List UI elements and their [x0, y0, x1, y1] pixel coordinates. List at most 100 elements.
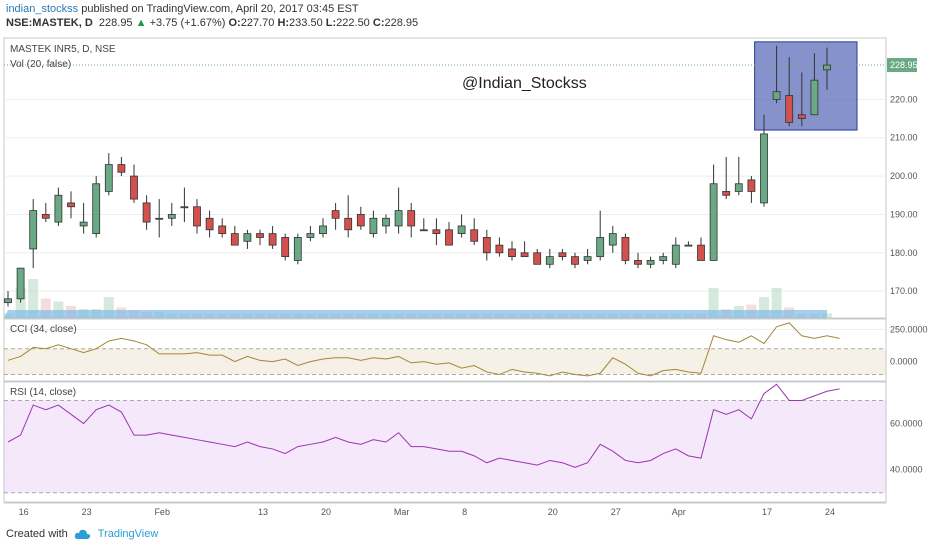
- candle: [256, 229, 264, 246]
- candle: [167, 202, 176, 226]
- candle-body: [419, 229, 428, 232]
- cci-line: [7, 322, 840, 377]
- time-tick-label: 23: [82, 507, 92, 517]
- price-tick-label: 190.00: [890, 209, 918, 219]
- candle: [482, 229, 491, 261]
- time-tick-label: 20: [548, 507, 558, 517]
- candle-body: [671, 244, 680, 265]
- candle: [810, 53, 819, 116]
- candle: [747, 176, 756, 203]
- price-pane[interactable]: 220.00 210.00 200.00 190.00 180.00 170.00 228.…: [3, 37, 918, 319]
- volume-bar: [28, 279, 39, 318]
- volume-bar: [771, 288, 782, 318]
- candle: [697, 237, 705, 261]
- high-label: H:: [277, 17, 290, 29]
- tradingview-brand[interactable]: TradingView: [97, 528, 159, 540]
- candle: [331, 202, 340, 230]
- candle-body: [482, 237, 491, 254]
- candle: [583, 248, 592, 265]
- low-label: L:: [325, 17, 337, 29]
- candle-body: [810, 79, 819, 116]
- candle-body: [785, 95, 794, 123]
- candle-body: [508, 248, 516, 258]
- high-value: 233.50: [289, 17, 323, 29]
- candle-body: [155, 217, 164, 220]
- candle: [545, 248, 554, 269]
- footer: Created with TradingView: [6, 528, 158, 540]
- time-tick-label: 27: [611, 507, 621, 517]
- candle: [382, 214, 390, 234]
- volume-bar: [708, 288, 719, 318]
- candle: [180, 187, 189, 223]
- volume-bar: [759, 297, 769, 318]
- candle-body: [16, 267, 25, 300]
- candle-body: [722, 191, 731, 196]
- candle-body: [104, 164, 113, 192]
- candle: [608, 225, 617, 253]
- candle: [558, 248, 567, 261]
- time-tick-label: 24: [825, 507, 835, 517]
- time-tick-label: 16: [19, 507, 29, 517]
- candle-body: [823, 64, 831, 71]
- rsi-band: [4, 400, 886, 493]
- candle-body: [533, 252, 542, 265]
- candle: [230, 225, 239, 246]
- candle: [67, 191, 75, 219]
- candle-body: [230, 233, 239, 246]
- candle: [445, 222, 453, 246]
- cci-frame: [3, 318, 887, 382]
- candle: [130, 164, 138, 203]
- candle: [684, 241, 693, 247]
- candle: [823, 47, 831, 90]
- candle: [659, 252, 668, 265]
- symbol-label: NSE:MASTEK, D: [6, 17, 93, 29]
- volume-bar: [103, 297, 114, 318]
- candle: [104, 153, 113, 196]
- candle: [319, 218, 327, 238]
- candle-body: [218, 225, 227, 235]
- author-link[interactable]: indian_stockss: [6, 3, 79, 15]
- cci-title: CCI (34, close): [10, 324, 77, 335]
- candle: [29, 199, 38, 269]
- candle: [419, 218, 428, 232]
- candle-body: [797, 114, 806, 119]
- candle-body: [697, 244, 705, 261]
- candle: [41, 202, 50, 223]
- candle-body: [281, 237, 290, 258]
- time-tick-label: Mar: [394, 507, 410, 517]
- candle-body: [432, 229, 441, 235]
- price-change: +3.75 (+1.67%): [149, 17, 226, 29]
- cci-pane[interactable]: 250.0000 0.0000 CCI (34, close): [3, 318, 928, 382]
- candle: [722, 156, 731, 200]
- candle: [495, 237, 504, 257]
- candle-body: [407, 210, 416, 227]
- candle: [457, 214, 466, 238]
- candle-body: [306, 233, 315, 238]
- rsi-tick-label: 40.0000: [890, 465, 923, 475]
- candle: [16, 267, 25, 303]
- candle: [533, 248, 542, 265]
- candle-body: [54, 194, 63, 223]
- candle: [369, 210, 378, 238]
- candle-body: [41, 214, 50, 219]
- candle-body: [180, 206, 189, 209]
- candle-body: [621, 237, 630, 261]
- price-tick-label: 200.00: [890, 171, 918, 181]
- candle: [772, 45, 781, 104]
- last-price-tag: [887, 58, 917, 73]
- candle: [520, 241, 529, 258]
- time-axis[interactable]: 16 23 Feb 13 20 Mar 8 20 27 Apr 17 24: [4, 502, 886, 517]
- candle: [470, 218, 479, 246]
- candle: [306, 225, 315, 242]
- candle-body: [394, 210, 403, 227]
- candle: [571, 252, 579, 269]
- candle-body: [445, 229, 453, 246]
- candle-body: [495, 244, 504, 254]
- volume-ma-area: [4, 310, 827, 318]
- candle-body: [29, 210, 38, 250]
- candle-body: [583, 256, 592, 261]
- chart-header: indian_stockss published on TradingView.…: [6, 2, 926, 30]
- chart-canvas[interactable]: 220.00 210.00 200.00 190.00 180.00 170.00 228.…: [0, 36, 932, 522]
- rsi-pane[interactable]: 60.0000 40.0000 RSI (14, close): [3, 381, 923, 503]
- candle-body: [369, 217, 378, 235]
